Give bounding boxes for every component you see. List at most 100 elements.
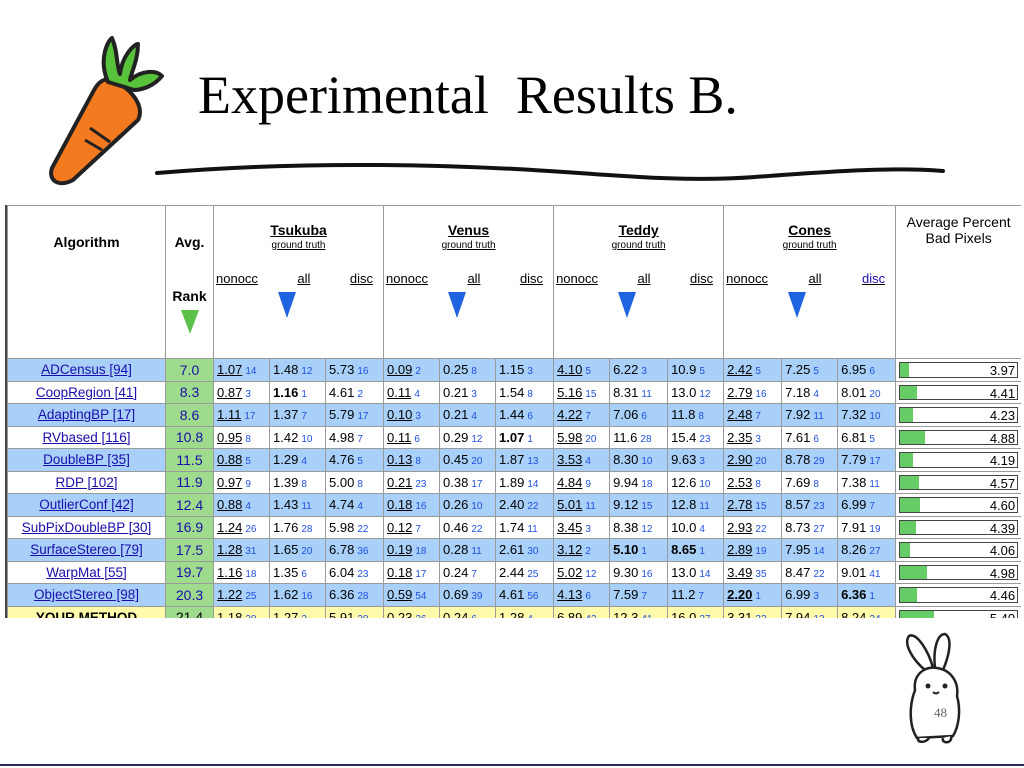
error-cell[interactable]: 0.88 5 xyxy=(213,448,270,472)
col-all-link[interactable]: all xyxy=(808,271,822,286)
error-cell: 1.43 11 xyxy=(269,493,326,517)
algorithm-link[interactable]: DoubleBP [35] xyxy=(7,448,166,472)
error-cell[interactable]: 5.01 11 xyxy=(553,493,611,517)
error-cell[interactable]: 0.87 3 xyxy=(213,380,270,404)
dataset-name[interactable]: Venus xyxy=(447,222,490,238)
error-cell[interactable]: 2.48 7 xyxy=(723,403,783,427)
error-cell[interactable]: 5.98 20 xyxy=(553,425,611,449)
results-table: Algorithm Avg. Rank Tsukuba ground truth… xyxy=(5,205,1021,618)
error-cell[interactable]: 0.88 4 xyxy=(213,493,270,517)
error-cell[interactable]: 1.16 18 xyxy=(213,560,270,584)
error-cell: 1.272 xyxy=(269,605,326,618)
error-cell[interactable]: 5.16 15 xyxy=(553,380,611,404)
col-nonocc-link[interactable]: nonocc xyxy=(726,271,769,286)
col-nonocc-link[interactable]: nonocc xyxy=(556,271,598,286)
dataset-name[interactable]: Tsukuba xyxy=(270,222,327,238)
error-cell[interactable]: 0.97 9 xyxy=(213,470,270,494)
algorithm-link[interactable]: OutlierConf [42] xyxy=(7,493,166,517)
col-disc-link[interactable]: disc xyxy=(862,271,886,286)
col-nonocc-link[interactable]: nonocc xyxy=(386,271,428,286)
error-cell[interactable]: 3.49 35 xyxy=(723,560,783,584)
rank-value: 22 xyxy=(813,568,825,580)
error-cell[interactable]: 0.59 54 xyxy=(383,583,441,607)
error-cell[interactable]: 4.84 9 xyxy=(553,470,611,494)
dataset-name[interactable]: Cones xyxy=(788,222,831,238)
algorithm-link[interactable]: ADCensus [94] xyxy=(7,358,166,382)
error-cell[interactable]: 1.24 26 xyxy=(213,515,270,539)
error-cell[interactable]: 0.09 2 xyxy=(383,358,441,382)
ground-truth-link[interactable]: ground truth xyxy=(441,240,496,251)
error-cell[interactable]: 0.19 18 xyxy=(383,538,441,562)
error-cell: 1.89 14 xyxy=(495,470,555,494)
error-cell[interactable]: 1.1820 xyxy=(213,605,270,618)
rank-value: 19 xyxy=(755,546,767,558)
error-cell[interactable]: 1.11 17 xyxy=(213,403,270,427)
error-cell[interactable]: 1.28 31 xyxy=(213,538,270,562)
error-cell[interactable]: 0.21 23 xyxy=(383,470,441,494)
error-cell[interactable]: 2.93 22 xyxy=(723,515,783,539)
error-cell[interactable]: 4.22 7 xyxy=(553,403,611,427)
error-value: 6.81 xyxy=(841,429,867,445)
algorithm-link[interactable]: RDP [102] xyxy=(7,470,166,494)
error-cell[interactable]: 2.79 16 xyxy=(723,380,783,404)
error-cell[interactable]: 0.95 8 xyxy=(213,425,270,449)
error-cell[interactable]: 6.8942 xyxy=(553,605,611,618)
error-cell[interactable]: 0.12 7 xyxy=(383,515,441,539)
error-cell[interactable]: 3.3132 xyxy=(723,605,783,618)
error-cell[interactable]: 0.10 3 xyxy=(383,403,441,427)
error-cell[interactable]: 3.12 2 xyxy=(553,538,611,562)
error-cell[interactable]: 1.22 25 xyxy=(213,583,270,607)
error-cell[interactable]: 0.13 8 xyxy=(383,448,441,472)
error-cell[interactable]: 2.78 15 xyxy=(723,493,783,517)
error-cell[interactable]: 2.53 8 xyxy=(723,470,783,494)
error-cell[interactable]: 3.45 3 xyxy=(553,515,611,539)
error-value: 0.18 xyxy=(387,564,413,580)
error-cell[interactable]: 4.13 6 xyxy=(553,583,611,607)
avg-rank-header[interactable]: Avg. Rank xyxy=(165,205,214,359)
error-cell[interactable]: 0.11 4 xyxy=(383,380,441,404)
error-cell[interactable]: 2.42 5 xyxy=(723,358,783,382)
algorithm-link[interactable]: AdaptingBP [17] xyxy=(7,403,166,427)
error-value: 15.4 xyxy=(671,429,697,445)
ground-truth-link[interactable]: ground truth xyxy=(271,240,326,251)
rank-value: 20 xyxy=(869,388,881,400)
bad-pixels-cell: 4.39 xyxy=(895,515,1021,539)
error-value: 0.88 xyxy=(217,452,243,468)
col-all-link[interactable]: all xyxy=(637,271,651,286)
algorithm-link[interactable]: SurfaceStereo [79] xyxy=(7,538,166,562)
error-cell: 5.9120 xyxy=(324,605,385,618)
col-all-link[interactable]: all xyxy=(467,271,481,286)
col-nonocc-link[interactable]: nonocc xyxy=(216,271,258,286)
error-cell[interactable]: 2.90 20 xyxy=(723,448,783,472)
error-cell[interactable]: 2.20 1 xyxy=(723,583,783,607)
error-cell[interactable]: 0.18 17 xyxy=(383,560,441,584)
error-cell[interactable]: 5.02 12 xyxy=(553,560,611,584)
col-disc-link[interactable]: disc xyxy=(349,271,374,286)
error-cell[interactable]: 3.53 4 xyxy=(553,448,611,472)
error-value: 0.19 xyxy=(387,542,413,558)
ground-truth-link[interactable]: ground truth xyxy=(611,240,666,251)
col-all-link[interactable]: all xyxy=(297,271,311,286)
error-value: 6.89 xyxy=(557,609,583,618)
error-cell: 10.9 5 xyxy=(667,358,725,382)
rank-value: 3 xyxy=(527,366,533,378)
dataset-name[interactable]: Teddy xyxy=(618,222,659,238)
error-cell[interactable]: 1.07 14 xyxy=(213,358,270,382)
algorithm-link[interactable]: RVbased [116] xyxy=(7,425,166,449)
col-disc-link[interactable]: disc xyxy=(689,271,714,286)
error-cell[interactable]: 0.18 16 xyxy=(383,493,441,517)
algorithm-link[interactable]: CoopRegion [41] xyxy=(7,380,166,404)
error-cell[interactable]: 0.11 6 xyxy=(383,425,441,449)
algorithm-link[interactable]: WarpMat [55] xyxy=(7,560,166,584)
col-disc-link[interactable]: disc xyxy=(519,271,544,286)
algorithm-link[interactable]: ObjectStereo [98] xyxy=(7,583,166,607)
rank-value: 7 xyxy=(755,411,761,423)
algorithm-link[interactable]: SubPixDoubleBP [30] xyxy=(7,515,166,539)
error-cell[interactable]: 2.89 19 xyxy=(723,538,783,562)
error-value: 7.69 xyxy=(785,474,811,490)
error-cell: 1.37 7 xyxy=(269,403,326,427)
error-cell[interactable]: 2.35 3 xyxy=(723,425,783,449)
error-cell[interactable]: 4.10 5 xyxy=(553,358,611,382)
error-cell[interactable]: 0.2326 xyxy=(383,605,441,618)
ground-truth-link[interactable]: ground truth xyxy=(782,240,837,251)
